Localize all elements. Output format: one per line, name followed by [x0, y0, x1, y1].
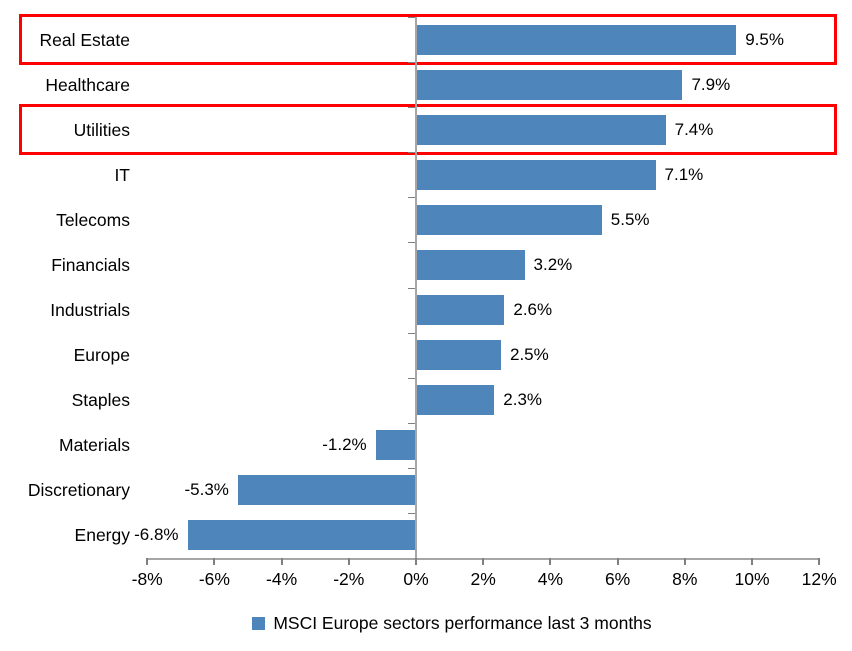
x-tick-label-2: -4% [266, 569, 298, 589]
bar-materials [375, 430, 416, 461]
x-tick-label-7: 6% [604, 569, 631, 589]
bar-europe [417, 340, 501, 371]
category-axis-tick [408, 197, 415, 199]
bar-financials [417, 249, 525, 280]
data-label-real-estate: 9.5% [745, 29, 784, 49]
bar-utilities [417, 114, 666, 145]
value-axis-tick [751, 558, 753, 565]
value-axis-tick [549, 558, 552, 565]
data-label-utilities: 7.4% [674, 119, 714, 139]
legend-label: MSCI Europe sectors performance last 3 m… [273, 612, 652, 633]
x-tick-label-1: -6% [198, 569, 230, 589]
bar-staples [417, 385, 495, 416]
category-label-healthcare: Healthcare [45, 74, 130, 95]
data-label-it: 7.1% [664, 164, 704, 184]
value-axis-tick [213, 558, 216, 565]
data-label-staples: 2.3% [503, 390, 543, 410]
bar-healthcare [417, 69, 683, 100]
category-label-staples: Staples [71, 390, 130, 411]
category-label-energy: Energy [74, 525, 130, 546]
x-tick-label-8: 8% [672, 569, 698, 589]
data-label-discretionary: -5.3% [184, 480, 229, 500]
category-label-europe: Europe [73, 345, 130, 366]
category-axis-tick [408, 467, 415, 469]
category-label-discretionary: Discretionary [27, 480, 130, 501]
category-axis-tick [408, 287, 415, 289]
category-label-it: IT [114, 164, 130, 185]
x-tick-label-4: 0% [403, 569, 429, 589]
highlight-box-real-estate [19, 14, 837, 66]
data-label-industrials: 2.6% [513, 300, 553, 320]
data-label-europe: 2.5% [510, 345, 549, 365]
value-axis-tick [415, 558, 417, 565]
value-axis-tick [683, 558, 686, 565]
category-axis-tick [408, 377, 415, 379]
x-tick-label-0: -8% [131, 569, 163, 589]
category-axis-tick [408, 107, 415, 109]
data-label-materials: -1.2% [322, 435, 367, 455]
bar-it [417, 159, 656, 190]
value-axis-tick [280, 558, 283, 565]
bar-industrials [417, 295, 505, 326]
value-axis-tick [482, 558, 485, 565]
x-tick-label-10: 12% [801, 569, 837, 589]
category-axis-tick [408, 332, 415, 334]
category-axis-tick [408, 512, 415, 514]
x-tick-label-5: 2% [470, 569, 496, 589]
x-tick-label-3: -2% [333, 569, 365, 589]
data-label-financials: 3.2% [533, 254, 573, 274]
data-label-energy: -6.8% [134, 525, 179, 545]
category-label-industrials: Industrials [50, 300, 130, 321]
legend: MSCI Europe sectors performance last 3 m… [26, 609, 852, 637]
value-axis-tick [818, 558, 821, 565]
category-label-utilities: Utilities [73, 119, 130, 140]
highlight-box-utilities [19, 104, 837, 156]
category-label-telecoms: Telecoms [56, 209, 130, 230]
category-label-financials: Financials [51, 254, 130, 275]
category-axis [415, 17, 417, 558]
value-axis-tick [146, 558, 149, 565]
category-axis-tick [408, 17, 415, 18]
x-tick-label-9: 10% [734, 569, 770, 589]
data-label-healthcare: 7.9% [691, 74, 731, 94]
bar-energy [187, 520, 416, 551]
category-axis-tick [408, 152, 415, 154]
bar-discretionary [237, 475, 416, 506]
bar-real-estate [417, 24, 737, 55]
category-axis-tick [408, 422, 415, 424]
category-label-materials: Materials [59, 435, 130, 456]
value-axis-tick [347, 558, 350, 565]
bar-telecoms [417, 204, 602, 235]
legend-swatch-icon [252, 616, 266, 630]
value-axis-tick [616, 558, 619, 565]
category-axis-tick [408, 62, 415, 64]
data-label-telecoms: 5.5% [610, 209, 650, 229]
category-label-real-estate: Real Estate [39, 29, 130, 50]
category-axis-tick [408, 242, 415, 244]
x-tick-label-6: 4% [537, 569, 564, 589]
